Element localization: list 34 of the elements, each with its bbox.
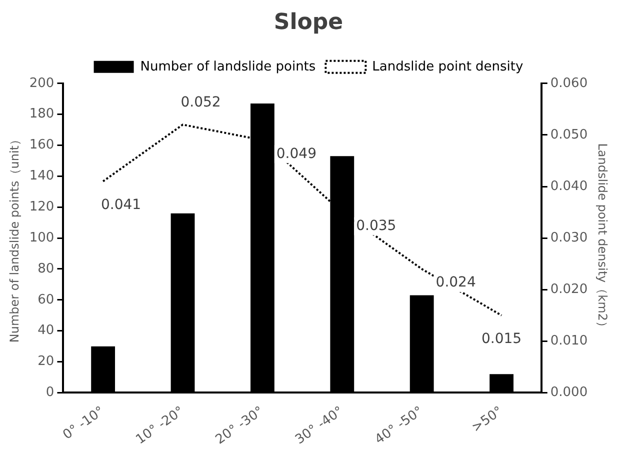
- y-tick-label: 200: [29, 76, 54, 91]
- y-tick-label: 20: [38, 354, 54, 370]
- y2-tick-label: 0.060: [550, 76, 588, 91]
- y-tick-label: 160: [29, 138, 54, 153]
- y2-tick-label: 0.050: [550, 127, 588, 142]
- y-tick-label: 80: [38, 261, 54, 276]
- y-tick-label: 180: [29, 106, 54, 122]
- data-label: 0.049: [276, 146, 316, 162]
- y2-tick-label: 0.010: [550, 334, 588, 349]
- chart-title: Slope: [274, 10, 344, 35]
- data-label: 0.024: [436, 274, 476, 291]
- y2-tick-label: 0.030: [550, 230, 588, 246]
- legend-label: Number of landslide points: [140, 59, 316, 74]
- y2-tick-label: 0.020: [550, 282, 588, 297]
- x-tick-label: 0° -10°: [60, 404, 108, 443]
- y-axis-title: Number of landslide points（unit）: [7, 133, 22, 343]
- y-tick-label: 0: [46, 385, 54, 400]
- data-label: 0.041: [101, 196, 142, 213]
- x-tick-label: 30° -40°: [292, 404, 346, 448]
- x-tick-label: 10° -20°: [133, 404, 187, 448]
- x-tick-label: 40° -50°: [372, 404, 426, 448]
- data-label: 0.015: [481, 331, 522, 348]
- x-tick-label: 20° -30°: [213, 404, 267, 448]
- y-tick-label: 100: [29, 230, 54, 246]
- y-tick-label: 140: [29, 168, 54, 184]
- y-tick-label: 40: [38, 323, 54, 338]
- data-label: 0.052: [180, 94, 221, 110]
- y2-axis-title: Landslide point density（km2）: [596, 143, 610, 333]
- legend-label: Landslide point density: [372, 59, 524, 74]
- y-tick-label: 60: [38, 292, 54, 308]
- data-label: 0.035: [356, 218, 396, 234]
- y2-tick-label: 0.040: [550, 178, 588, 194]
- y-tick-label: 120: [29, 200, 54, 215]
- y2-tick-label: 0.000: [550, 385, 588, 400]
